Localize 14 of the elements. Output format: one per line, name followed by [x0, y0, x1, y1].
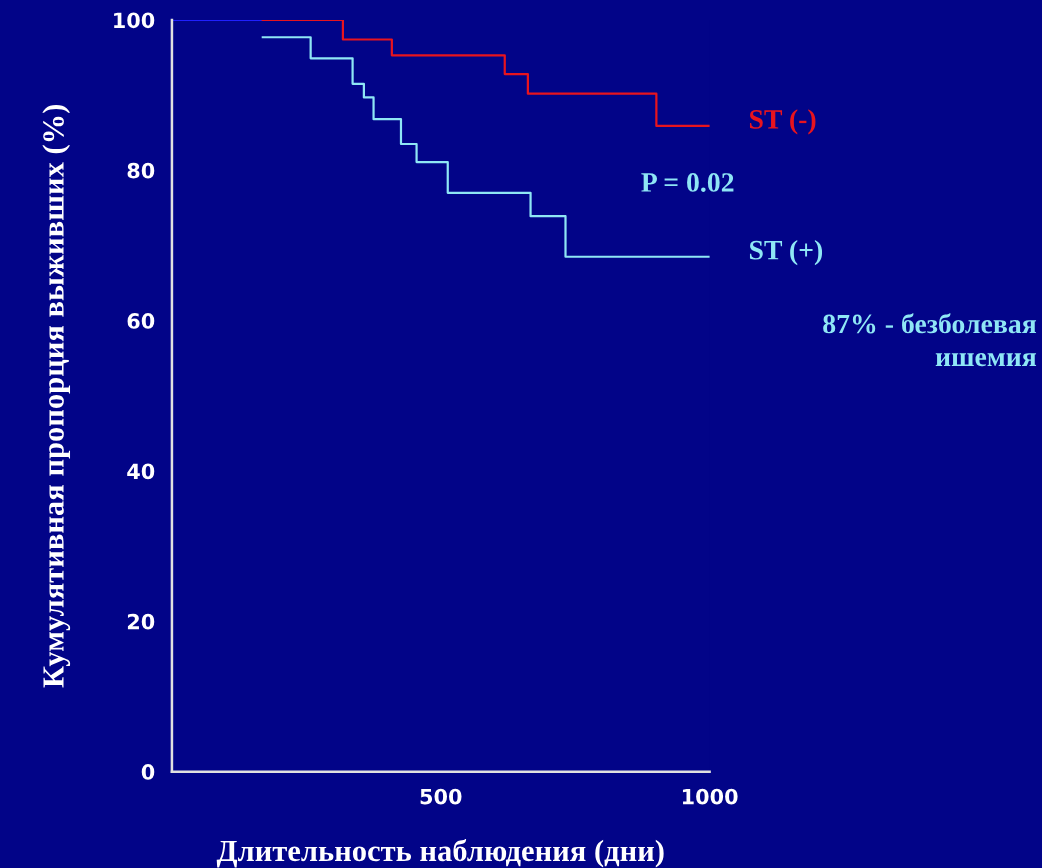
- y-tick-label: 20: [127, 613, 155, 630]
- series-label: ST (+): [749, 239, 823, 266]
- y-tick-label: 100: [114, 12, 155, 29]
- x-tick-label: 500: [420, 788, 462, 805]
- y-tick-label: 80: [127, 162, 155, 179]
- y-axis-title: Кумулятивная пропорция выживших (%): [42, 104, 71, 688]
- y-tick-label: 0: [141, 764, 155, 780]
- y-tick-label: 40: [127, 463, 155, 480]
- y-tick-label: 60: [127, 313, 155, 329]
- text: 87% - безболевая ишемия: [823, 313, 1037, 367]
- x-axis-title: Длительность наблюдения (дни): [216, 839, 664, 868]
- series-label: ST (-): [749, 109, 816, 135]
- x-tick-label: 1000: [682, 788, 738, 805]
- annotation: P = 0.02: [641, 173, 734, 192]
